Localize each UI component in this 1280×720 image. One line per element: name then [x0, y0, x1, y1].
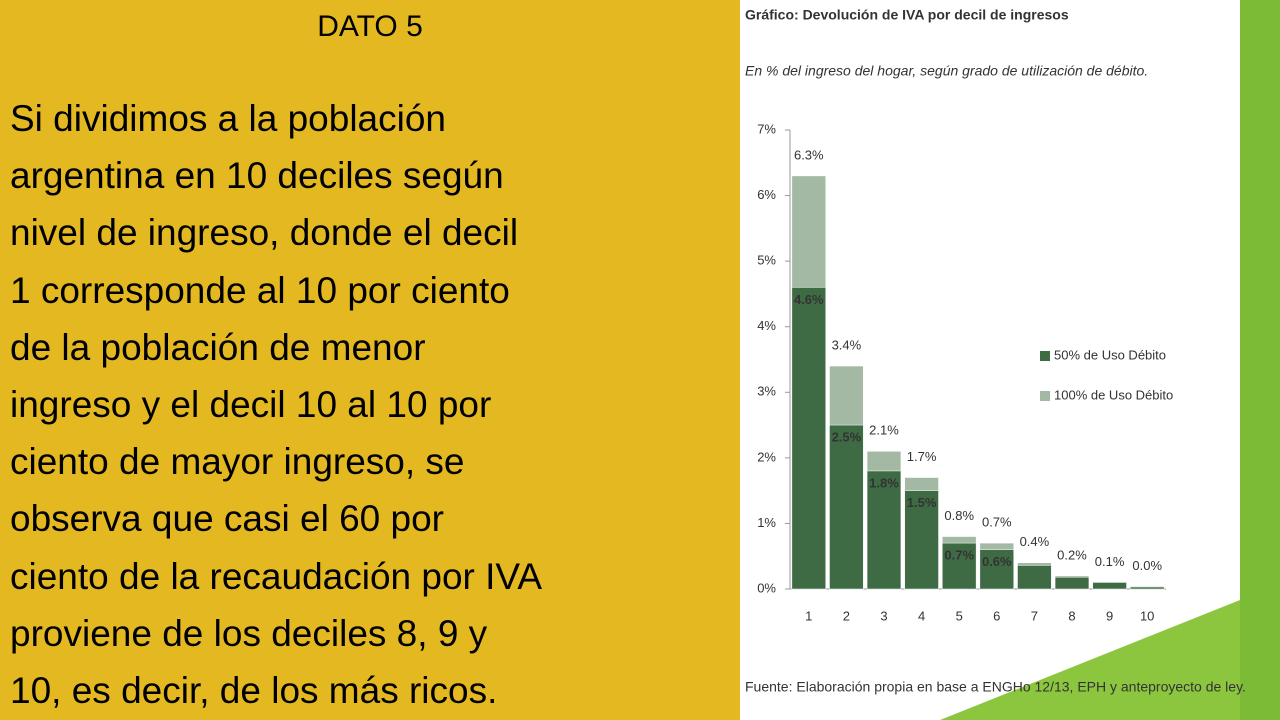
bar — [942, 542, 977, 590]
x-tick-label: 5 — [956, 608, 963, 623]
data-label: 0.0% — [1132, 558, 1162, 573]
x-tick-label: 2 — [843, 608, 850, 623]
panel-edge — [720, 0, 740, 720]
data-label: 0.4% — [1020, 534, 1050, 549]
text-panel: DATO 5 Si dividimos a la población argent… — [0, 0, 720, 720]
text-line: ingreso y el decil 10 al 10 por — [10, 384, 492, 426]
legend-label: 100% de Uso Débito — [1054, 387, 1173, 402]
heading: DATO 5 — [317, 10, 423, 43]
data-label: 0.1% — [1095, 554, 1125, 569]
bar — [904, 490, 939, 590]
x-tick-label: 9 — [1106, 608, 1113, 623]
bar — [1054, 576, 1090, 590]
text-line: de la población de menor — [10, 326, 426, 368]
data-label: 3.4% — [832, 337, 862, 352]
y-tick-label: 1% — [757, 515, 776, 530]
chart-title: Gráfico: Devolución de IVA por decil de … — [745, 7, 1069, 23]
data-label: 0.8% — [944, 508, 974, 523]
data-label: 0.7% — [944, 548, 974, 563]
y-tick-label: 2% — [757, 449, 776, 464]
data-label: 1.5% — [907, 495, 937, 510]
bar — [866, 470, 902, 590]
accent-triangle — [940, 600, 1240, 720]
x-tick-label: 6 — [993, 608, 1000, 623]
bar — [1017, 565, 1052, 590]
data-label: 1.7% — [907, 449, 937, 464]
legend-label: 50% de Uso Débito — [1054, 347, 1166, 362]
text-line: nivel de ingreso, donde el decil — [10, 212, 519, 254]
y-tick-label: 4% — [757, 318, 776, 333]
text-line: ciento de la recaudación por IVA — [10, 555, 543, 597]
data-label: 4.6% — [794, 292, 824, 307]
data-label: 0.2% — [1057, 547, 1087, 562]
bar — [1130, 586, 1165, 590]
text-line: Si dividimos a la población — [10, 98, 447, 139]
bar — [791, 287, 826, 590]
legend-swatch — [1040, 351, 1050, 361]
y-tick-label: 0% — [757, 580, 776, 595]
text-line: proviene de los deciles 8, 9 y — [10, 612, 488, 654]
data-label: 6.3% — [794, 147, 824, 162]
x-tick-label: 8 — [1068, 608, 1075, 623]
x-tick-label: 10 — [1140, 608, 1154, 623]
data-label: 0.7% — [982, 515, 1012, 530]
chart-subtitle: En % del ingreso del hogar, según grado … — [745, 63, 1148, 79]
text-line: ciento de mayor ingreso, se — [10, 441, 465, 483]
y-tick-label: 5% — [757, 253, 776, 268]
y-tick-label: 3% — [757, 384, 776, 399]
text-line: argentina en 10 deciles según — [10, 155, 504, 197]
text-line: observa que casi el 60 por — [10, 498, 444, 540]
accent-bar — [1240, 0, 1280, 720]
data-label: 2.1% — [869, 423, 899, 438]
text-line: 10, es decir, de los más ricos. — [10, 670, 498, 712]
data-label: 0.6% — [982, 554, 1012, 569]
paragraph: Si dividimos a la población argentina en … — [10, 90, 542, 719]
data-label: 1.8% — [869, 475, 899, 490]
chart-source: Fuente: Elaboración propia en base a ENG… — [745, 679, 1246, 695]
legend-swatch — [1040, 391, 1050, 401]
y-tick-label: 7% — [757, 121, 776, 136]
data-label: 2.5% — [832, 430, 862, 445]
bar — [979, 549, 1014, 590]
x-tick-label: 7 — [1031, 608, 1038, 623]
text-line: 1 corresponde al 10 por ciento — [10, 269, 510, 311]
y-tick-label: 6% — [757, 187, 776, 202]
x-tick-label: 1 — [805, 608, 812, 623]
x-tick-label: 4 — [918, 608, 925, 623]
x-tick-label: 3 — [880, 608, 887, 623]
bar — [1092, 582, 1127, 590]
bar — [829, 424, 864, 590]
